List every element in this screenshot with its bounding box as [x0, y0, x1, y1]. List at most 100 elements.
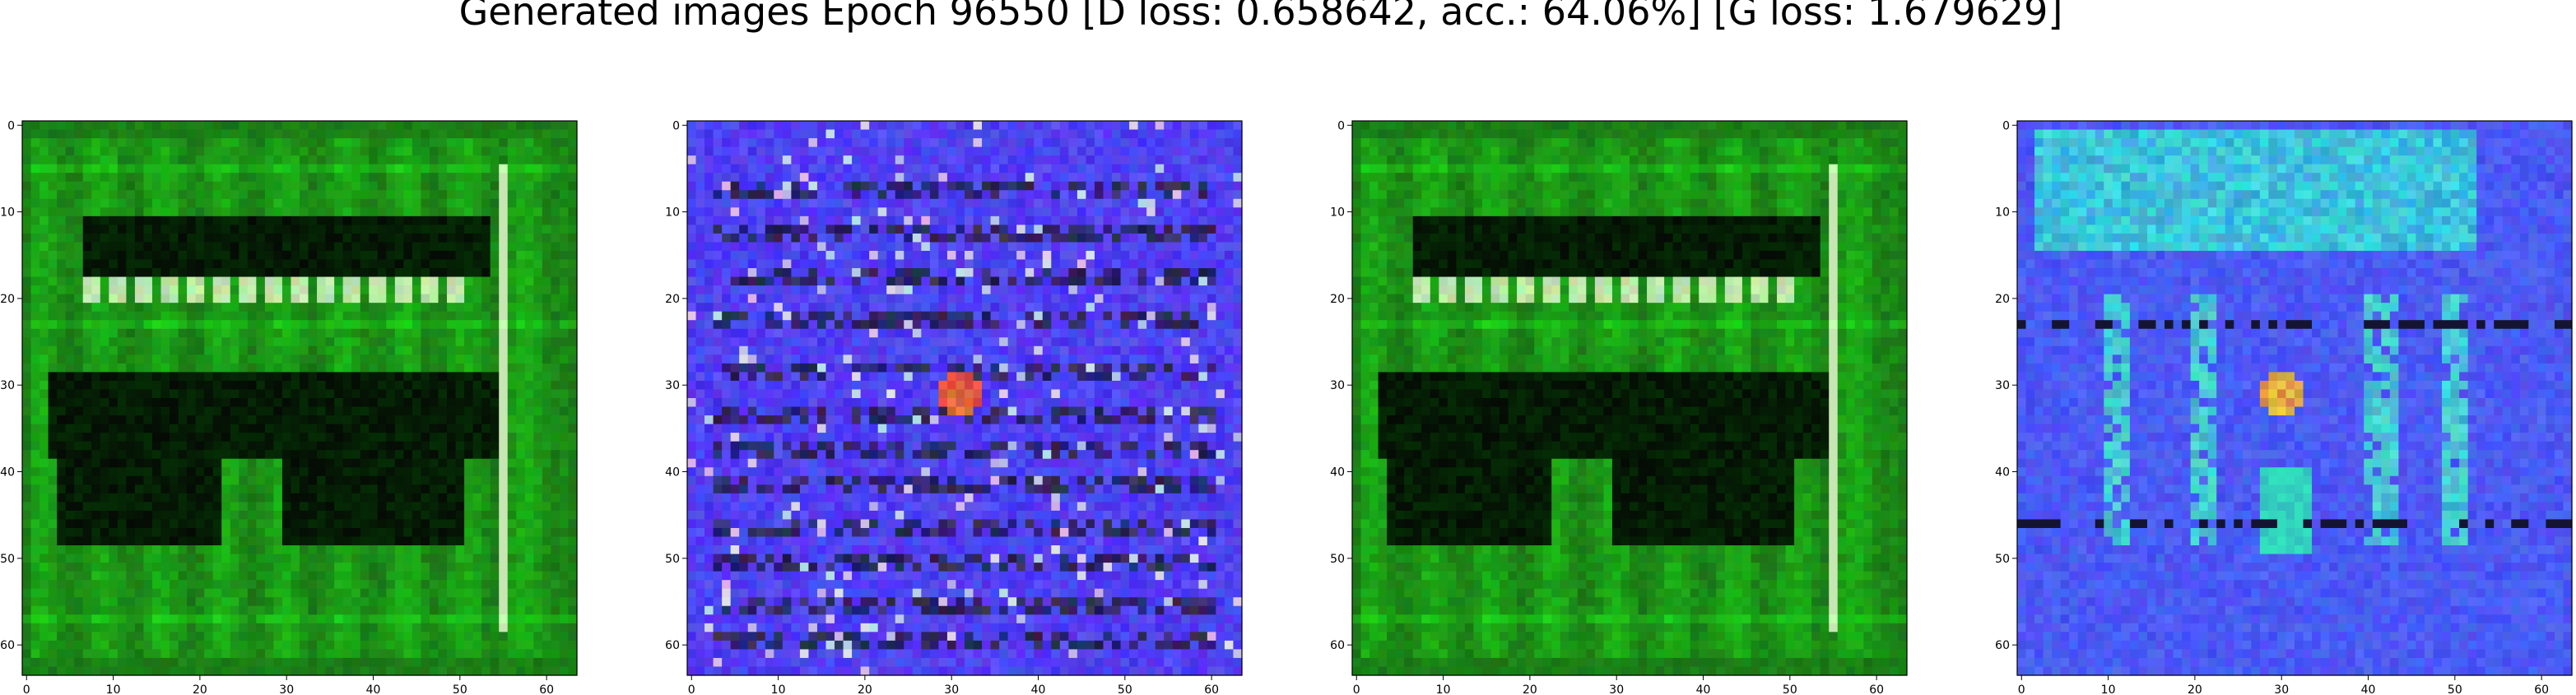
heatmap-cell [291, 138, 300, 148]
heatmap-cell [369, 493, 379, 503]
heatmap-cell [412, 563, 422, 572]
heatmap-cell [239, 424, 249, 433]
heatmap-cell [178, 207, 188, 217]
heatmap-cell [178, 415, 188, 425]
heatmap-cell [247, 207, 257, 217]
heatmap-cell [22, 502, 32, 512]
heatmap-cell [860, 138, 870, 148]
heatmap-cell [403, 614, 413, 624]
heatmap-cell [221, 458, 231, 468]
heatmap-cell [126, 493, 136, 503]
heatmap-cell [1016, 215, 1026, 225]
heatmap-cell [221, 181, 231, 191]
heatmap-cell [40, 181, 49, 191]
heatmap-cell [756, 173, 766, 183]
heatmap-cell [1120, 173, 1130, 183]
heatmap-cell [516, 519, 526, 529]
heatmap-cell [455, 545, 465, 555]
heatmap-cell [91, 649, 101, 659]
heatmap-cell [160, 640, 170, 651]
heatmap-cell [852, 233, 862, 243]
heatmap-cell [160, 424, 170, 433]
heatmap-cell [247, 181, 257, 191]
heatmap-cell [455, 268, 465, 278]
heatmap-cell [212, 475, 222, 485]
heatmap-cell [178, 345, 188, 355]
heatmap-cell [1016, 121, 1026, 131]
heatmap-cell [533, 311, 543, 321]
heatmap-cell [1164, 181, 1174, 191]
heatmap-cell [982, 198, 992, 208]
heatmap-cell [91, 380, 101, 391]
heatmap-cell [1068, 207, 1078, 217]
heatmap-cell [1207, 181, 1217, 191]
heatmap-cell [429, 545, 439, 555]
heatmap-cell [281, 580, 292, 590]
heatmap-cell [178, 146, 188, 156]
heatmap-cell [40, 510, 49, 521]
heatmap-cell [481, 294, 491, 303]
heatmap-cell [91, 225, 101, 234]
heatmap-cell [308, 259, 318, 269]
heatmap-cell [455, 571, 465, 581]
heatmap-cell [438, 571, 448, 581]
heatmap-cell [351, 198, 361, 208]
heatmap-cell [351, 345, 361, 355]
heatmap-cell [1155, 155, 1165, 165]
heatmap-cell [982, 190, 992, 200]
heatmap-cell [65, 623, 75, 632]
heatmap-cell [82, 276, 92, 286]
heatmap-cell [533, 415, 543, 425]
heatmap-cell [490, 424, 500, 433]
heatmap-cell [713, 138, 723, 148]
heatmap-cell [334, 554, 344, 563]
heatmap-cell [74, 467, 84, 477]
heatmap-cell [568, 588, 578, 598]
heatmap-cell [351, 121, 361, 131]
heatmap-cell [351, 354, 361, 364]
heatmap-cell [300, 563, 309, 572]
heatmap-cell [412, 502, 422, 512]
heatmap-cell [264, 415, 275, 425]
heatmap-cell [1146, 138, 1156, 148]
heatmap-cell [542, 138, 552, 148]
heatmap-cell [799, 215, 810, 225]
heatmap-cell [100, 294, 109, 303]
heatmap-cell [40, 129, 49, 139]
heatmap-cell [403, 207, 413, 217]
heatmap-cell [221, 580, 231, 590]
heatmap-cell [117, 250, 127, 261]
heatmap-cell [134, 623, 145, 632]
heatmap-cell [542, 129, 552, 139]
heatmap-cell [490, 207, 500, 217]
heatmap-cell [291, 389, 300, 399]
heatmap-cell [281, 493, 292, 503]
heatmap-cell [438, 138, 448, 148]
heatmap-cell [412, 545, 422, 555]
heatmap-cell [351, 380, 361, 391]
heatmap-cell [394, 138, 404, 148]
heatmap-cell [533, 588, 543, 598]
heatmap-cell [212, 294, 222, 303]
heatmap-cell [403, 155, 413, 165]
heatmap-cell [195, 337, 205, 347]
heatmap-cell [938, 225, 948, 234]
heatmap-cell [559, 337, 570, 347]
heatmap-cell [325, 155, 335, 165]
heatmap-cell [551, 354, 560, 364]
heatmap-cell [1146, 164, 1156, 174]
heatmap-cell [481, 328, 491, 338]
heatmap-cell [568, 345, 578, 355]
heatmap-cell [30, 311, 40, 321]
heatmap-cell [30, 458, 40, 468]
heatmap-cell [412, 146, 422, 156]
heatmap-cell [551, 441, 560, 451]
heatmap-cell [273, 198, 283, 208]
heatmap-cell [455, 146, 465, 156]
heatmap-cell [377, 563, 387, 572]
heatmap-cell [281, 276, 292, 286]
heatmap-cell [230, 441, 239, 451]
heatmap-cell [65, 649, 75, 659]
heatmap-cell [91, 268, 101, 278]
heatmap-cell [160, 354, 170, 364]
